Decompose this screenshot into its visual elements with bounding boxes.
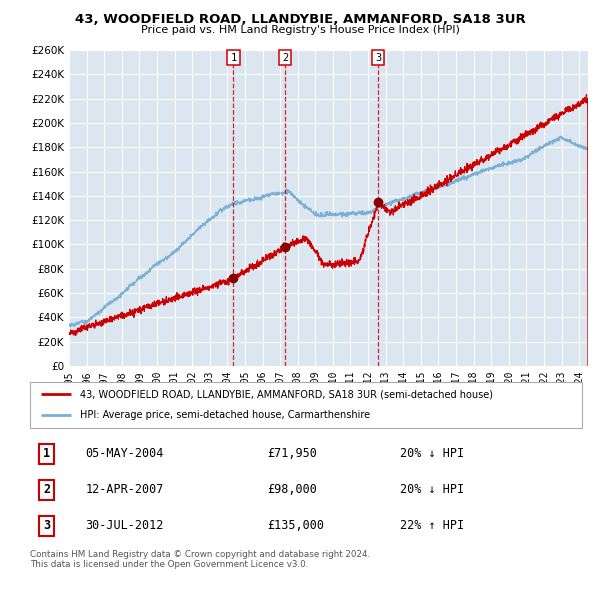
Text: 22% ↑ HPI: 22% ↑ HPI [400, 519, 464, 532]
FancyBboxPatch shape [30, 382, 582, 428]
Text: 1: 1 [230, 53, 236, 63]
Text: 43, WOODFIELD ROAD, LLANDYBIE, AMMANFORD, SA18 3UR (semi-detached house): 43, WOODFIELD ROAD, LLANDYBIE, AMMANFORD… [80, 389, 493, 399]
Text: 1: 1 [43, 447, 50, 460]
Text: Contains HM Land Registry data © Crown copyright and database right 2024.
This d: Contains HM Land Registry data © Crown c… [30, 550, 370, 569]
Text: Price paid vs. HM Land Registry's House Price Index (HPI): Price paid vs. HM Land Registry's House … [140, 25, 460, 35]
Text: £98,000: £98,000 [268, 483, 317, 496]
Text: 12-APR-2007: 12-APR-2007 [85, 483, 164, 496]
Text: 3: 3 [375, 53, 382, 63]
Text: 2: 2 [282, 53, 288, 63]
Text: 2: 2 [43, 483, 50, 496]
Text: 43, WOODFIELD ROAD, LLANDYBIE, AMMANFORD, SA18 3UR: 43, WOODFIELD ROAD, LLANDYBIE, AMMANFORD… [74, 13, 526, 26]
Text: 20% ↓ HPI: 20% ↓ HPI [400, 483, 464, 496]
Text: 05-MAY-2004: 05-MAY-2004 [85, 447, 164, 460]
Text: 30-JUL-2012: 30-JUL-2012 [85, 519, 164, 532]
Text: £71,950: £71,950 [268, 447, 317, 460]
Text: 3: 3 [43, 519, 50, 532]
Text: £135,000: £135,000 [268, 519, 325, 532]
Text: 20% ↓ HPI: 20% ↓ HPI [400, 447, 464, 460]
Text: HPI: Average price, semi-detached house, Carmarthenshire: HPI: Average price, semi-detached house,… [80, 410, 370, 420]
